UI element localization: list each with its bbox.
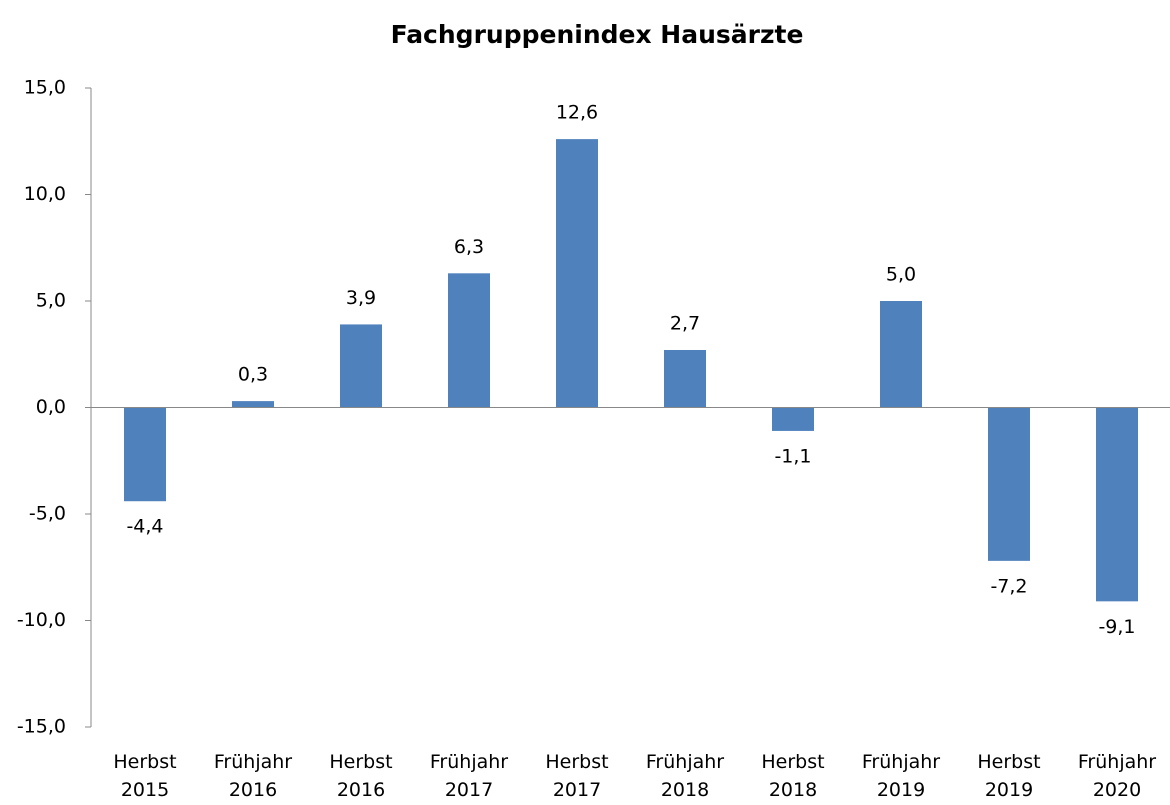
bar xyxy=(1096,407,1138,602)
x-tick-label: Herbst 2016 xyxy=(329,751,393,801)
value-label: 5,0 xyxy=(886,264,916,286)
bar xyxy=(448,273,490,408)
value-label: 0,3 xyxy=(238,364,268,386)
chart-title: Fachgruppenindex Hausärzte xyxy=(391,20,804,49)
x-tick-label: Herbst 2015 xyxy=(113,751,177,801)
x-tick-label: Frühjahr 2017 xyxy=(429,751,509,801)
bar xyxy=(232,401,274,408)
value-label: -9,1 xyxy=(1098,616,1135,638)
bar xyxy=(556,139,598,408)
value-label: 2,7 xyxy=(670,312,700,334)
y-tick-label: 10,0 xyxy=(24,183,66,205)
bar xyxy=(664,349,706,408)
y-tick-label: 15,0 xyxy=(24,77,66,99)
value-label: -7,2 xyxy=(990,575,1027,597)
y-tick-label: -5,0 xyxy=(29,503,66,525)
x-tick-label: Frühjahr 2016 xyxy=(213,751,293,801)
x-tick-label: Herbst 2018 xyxy=(761,751,825,801)
y-tick-label: -10,0 xyxy=(17,609,66,631)
value-label: 12,6 xyxy=(556,102,598,124)
bar xyxy=(988,407,1030,561)
y-tick-label: 5,0 xyxy=(36,290,66,312)
value-label: -1,1 xyxy=(774,445,811,467)
bar xyxy=(124,407,166,502)
x-tick-label: Frühjahr 2019 xyxy=(861,751,941,801)
y-tick-label: 0,0 xyxy=(36,396,66,418)
x-tick-label: Herbst 2019 xyxy=(977,751,1041,801)
bar xyxy=(880,301,922,408)
y-tick-label: -15,0 xyxy=(17,716,66,738)
value-label: -4,4 xyxy=(126,516,163,538)
value-label: 6,3 xyxy=(454,236,484,258)
bar xyxy=(772,407,814,431)
x-tick-label: Frühjahr 2020 xyxy=(1077,751,1157,801)
x-tick-label: Frühjahr 2018 xyxy=(645,751,725,801)
x-tick-label: Herbst 2017 xyxy=(545,751,609,801)
bar xyxy=(340,324,382,408)
value-label: 3,9 xyxy=(346,287,376,309)
